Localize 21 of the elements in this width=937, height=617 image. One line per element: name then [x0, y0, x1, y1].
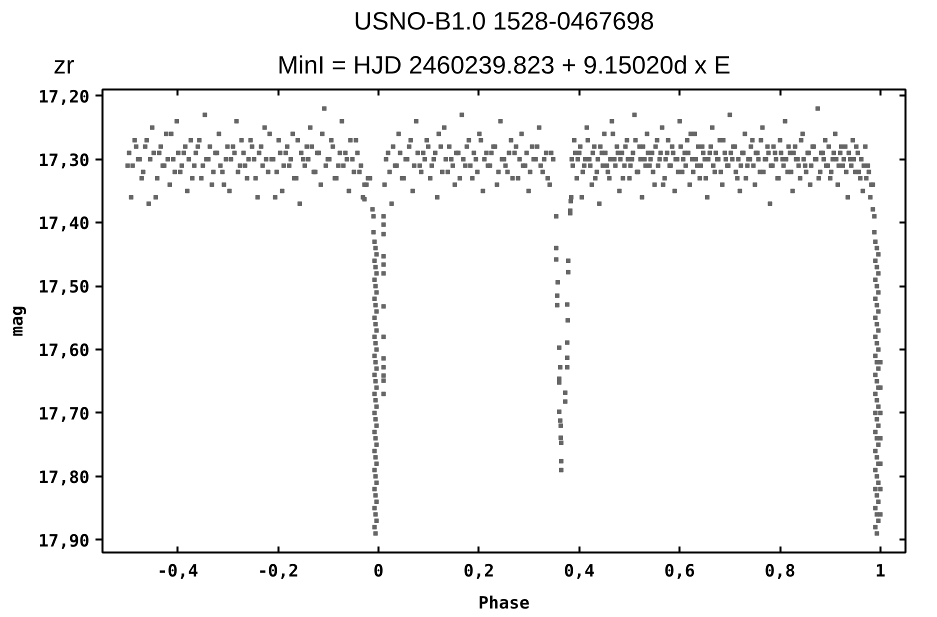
x-tick-label: 0,8: [764, 562, 796, 582]
y-tick-label: 17,90: [38, 531, 90, 552]
x-tick-label: 0,4: [564, 562, 595, 582]
y-tick-label: 17,60: [38, 341, 90, 362]
x-tick-label: 0,6: [664, 562, 696, 582]
chart-subtitle: MinI = HJD 2460239.823 + 9.15020d x E: [277, 52, 731, 80]
y-axis-title: mag: [7, 306, 28, 336]
y-tick-label: 17,40: [38, 214, 90, 234]
x-tick-label: -0,4: [157, 562, 198, 582]
x-tick-label: 0,2: [464, 562, 494, 582]
y-tick-label: 17,70: [38, 404, 90, 424]
text: zr: [54, 52, 74, 80]
x-tick-label: 1: [875, 562, 886, 582]
y-tick-label: 17,20: [38, 87, 90, 108]
chart-title: USNO-B1.0 1528-0467698: [354, 8, 654, 36]
x-tick-label: 0: [373, 562, 384, 582]
x-axis-title: Phase: [478, 594, 530, 614]
y-tick-label: 17,30: [38, 150, 90, 171]
x-tick-label: -0,2: [258, 562, 299, 582]
y-tick-label: 17,80: [38, 468, 90, 488]
y-tick-label: 17,50: [38, 278, 90, 298]
